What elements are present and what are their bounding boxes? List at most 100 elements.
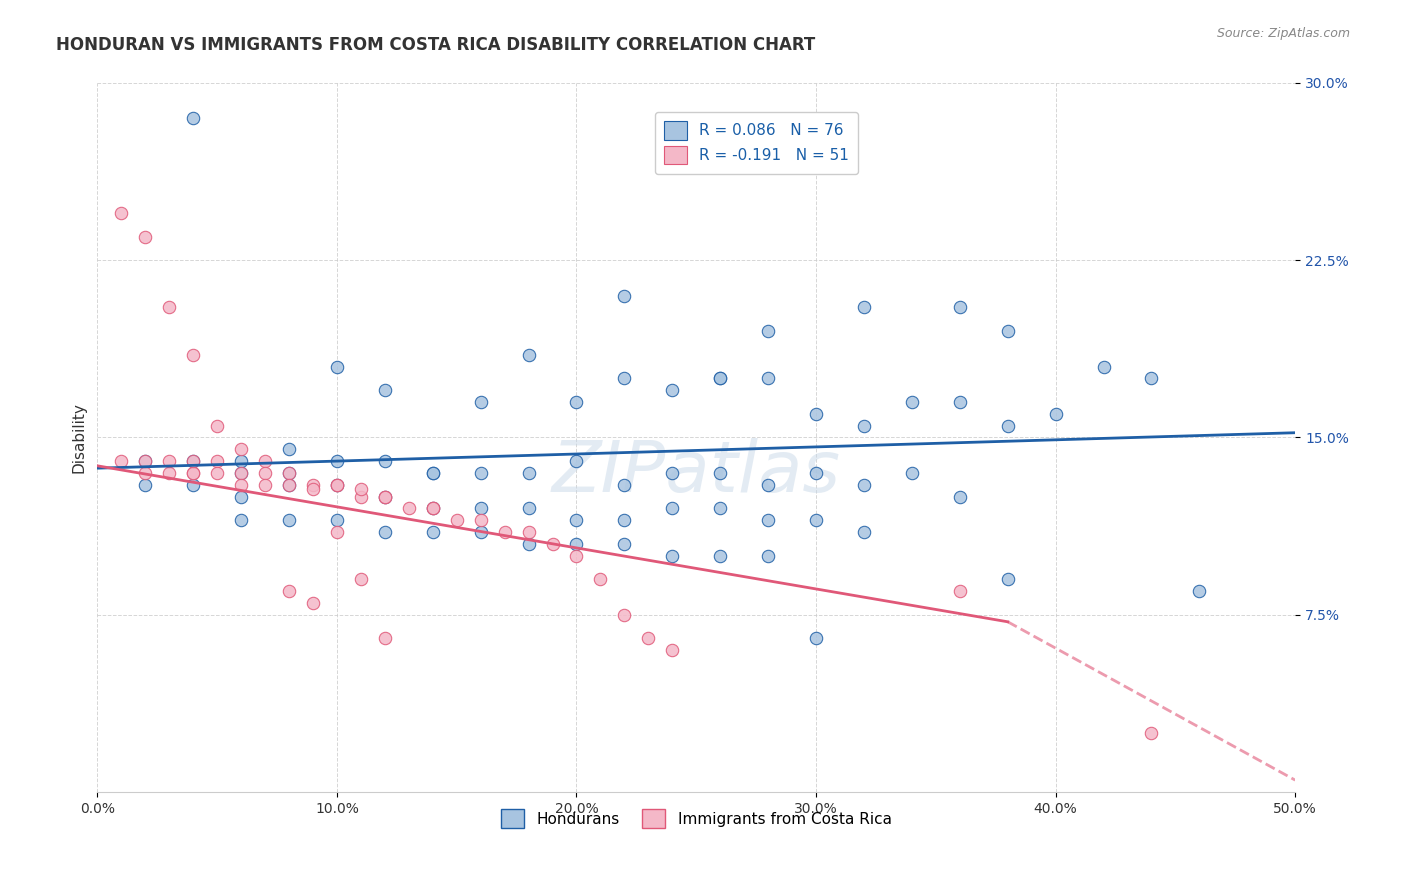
Point [446, 513, 468, 527]
Point [422, 501, 444, 516]
Point [853, 524, 876, 539]
Point [853, 477, 876, 491]
Point [422, 501, 444, 516]
Point [613, 288, 636, 302]
Point [949, 584, 972, 599]
Point [374, 490, 396, 504]
Point [613, 537, 636, 551]
Point [326, 454, 349, 468]
Point [110, 206, 132, 220]
Point [326, 359, 349, 374]
Text: ZIPatlas: ZIPatlas [551, 438, 841, 508]
Point [181, 466, 204, 480]
Point [422, 466, 444, 480]
Point [997, 324, 1019, 338]
Point [613, 477, 636, 491]
Point [1140, 371, 1163, 385]
Point [326, 477, 349, 491]
Point [181, 112, 204, 126]
Point [134, 454, 156, 468]
Point [756, 549, 779, 563]
Point [661, 549, 683, 563]
Point [278, 477, 301, 491]
Point [398, 501, 420, 516]
Point [901, 466, 924, 480]
Point [374, 454, 396, 468]
Point [997, 418, 1019, 433]
Point [1045, 407, 1067, 421]
Point [589, 572, 612, 586]
Point [374, 490, 396, 504]
Legend: Hondurans, Immigrants from Costa Rica: Hondurans, Immigrants from Costa Rica [495, 803, 897, 834]
Point [565, 549, 588, 563]
Text: Source: ZipAtlas.com: Source: ZipAtlas.com [1216, 27, 1350, 40]
Point [229, 466, 252, 480]
Point [181, 454, 204, 468]
Point [470, 395, 492, 409]
Point [470, 513, 492, 527]
Point [949, 490, 972, 504]
Point [422, 466, 444, 480]
Point [613, 607, 636, 622]
Point [565, 454, 588, 468]
Point [422, 501, 444, 516]
Point [661, 501, 683, 516]
Point [470, 501, 492, 516]
Point [1092, 359, 1115, 374]
Point [229, 466, 252, 480]
Point [709, 466, 731, 480]
Point [756, 324, 779, 338]
Point [661, 643, 683, 657]
Point [756, 513, 779, 527]
Point [254, 466, 277, 480]
Point [229, 454, 252, 468]
Point [229, 442, 252, 457]
Point [134, 229, 156, 244]
Point [565, 537, 588, 551]
Point [302, 596, 325, 610]
Point [901, 395, 924, 409]
Point [1140, 726, 1163, 740]
Point [804, 407, 827, 421]
Point [756, 477, 779, 491]
Point [181, 477, 204, 491]
Point [613, 371, 636, 385]
Point [110, 454, 132, 468]
Point [278, 466, 301, 480]
Point [205, 418, 228, 433]
Point [134, 477, 156, 491]
Point [613, 513, 636, 527]
Point [997, 572, 1019, 586]
Point [278, 466, 301, 480]
Point [517, 537, 540, 551]
Point [302, 483, 325, 497]
Point [637, 632, 659, 646]
Text: HONDURAN VS IMMIGRANTS FROM COSTA RICA DISABILITY CORRELATION CHART: HONDURAN VS IMMIGRANTS FROM COSTA RICA D… [56, 36, 815, 54]
Y-axis label: Disability: Disability [72, 402, 86, 473]
Point [326, 513, 349, 527]
Point [278, 477, 301, 491]
Point [254, 477, 277, 491]
Point [157, 466, 180, 480]
Point [350, 490, 373, 504]
Point [326, 477, 349, 491]
Point [756, 371, 779, 385]
Point [350, 572, 373, 586]
Point [278, 442, 301, 457]
Point [949, 301, 972, 315]
Point [157, 301, 180, 315]
Point [374, 383, 396, 397]
Point [229, 490, 252, 504]
Point [302, 477, 325, 491]
Point [422, 524, 444, 539]
Point [804, 466, 827, 480]
Point [661, 383, 683, 397]
Point [278, 513, 301, 527]
Point [709, 371, 731, 385]
Point [326, 524, 349, 539]
Point [709, 371, 731, 385]
Point [517, 524, 540, 539]
Point [205, 454, 228, 468]
Point [374, 490, 396, 504]
Point [709, 549, 731, 563]
